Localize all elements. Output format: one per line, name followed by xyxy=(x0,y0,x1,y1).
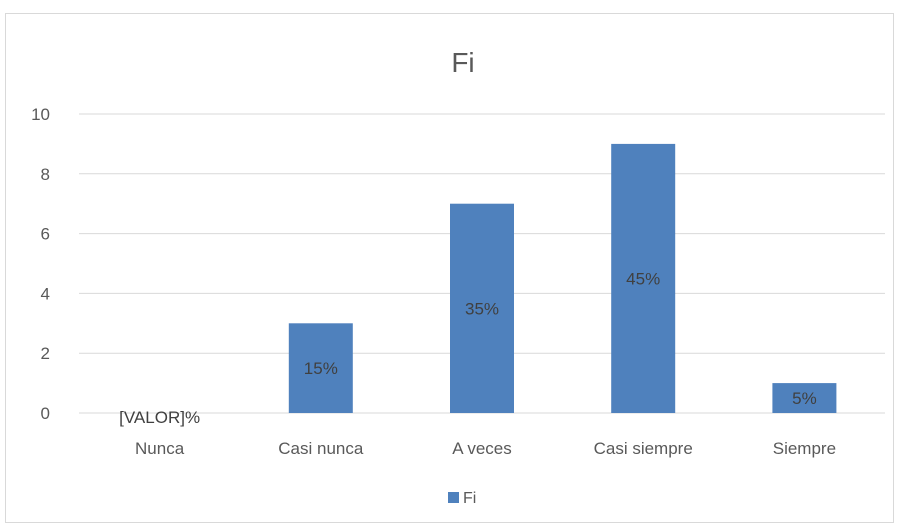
legend-label: Fi xyxy=(463,490,476,507)
x-tick-label: Casi nunca xyxy=(278,439,364,458)
x-tick-label: Casi siempre xyxy=(594,439,693,458)
data-label: [VALOR]% xyxy=(119,408,200,427)
bars: [VALOR]% 15% 35% 45% 5% xyxy=(119,143,837,427)
data-label: 45% xyxy=(626,269,660,288)
data-label: 35% xyxy=(465,299,499,318)
x-axis: Nunca Casi nunca A veces Casi siempre Siempr… xyxy=(135,439,836,458)
y-tick-label: 10 xyxy=(31,105,50,124)
gridlines xyxy=(79,113,885,414)
bar xyxy=(772,383,837,413)
bar xyxy=(288,323,353,413)
x-tick-label: A veces xyxy=(452,439,512,458)
y-tick-label: 2 xyxy=(41,344,50,363)
chart-title: Fi xyxy=(451,47,474,78)
data-label: 5% xyxy=(792,389,817,408)
y-axis: 0 2 4 6 8 10 xyxy=(31,105,50,423)
chart-frame xyxy=(5,13,894,523)
y-tick-label: 8 xyxy=(41,165,50,184)
data-label: 15% xyxy=(304,359,338,378)
y-tick-label: 4 xyxy=(41,284,50,303)
bar xyxy=(611,143,676,413)
x-tick-label: Siempre xyxy=(773,439,836,458)
y-tick-label: 0 xyxy=(41,404,50,423)
x-tick-label: Nunca xyxy=(135,439,185,458)
legend: Fi xyxy=(448,490,476,507)
legend-swatch xyxy=(448,492,459,503)
bar xyxy=(450,203,514,413)
y-tick-label: 6 xyxy=(41,225,50,244)
